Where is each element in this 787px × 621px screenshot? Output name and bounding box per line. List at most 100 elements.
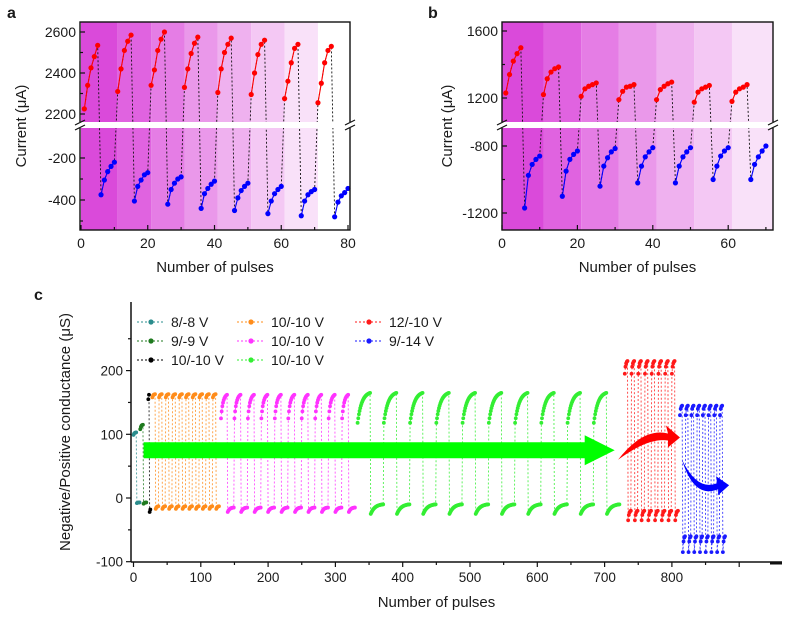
- data-point: [137, 500, 142, 505]
- legend-label: 8/-8 V: [171, 314, 209, 330]
- data-point: [408, 420, 413, 425]
- positive-data-point: [322, 60, 328, 66]
- data-point: [383, 409, 388, 413]
- positive-data-point: [695, 89, 701, 95]
- chart-b: 0 20 40 60 1200 1600 -1200 -800 Number of pulses…: [439, 21, 779, 276]
- data-point: [525, 390, 530, 395]
- data-point: [565, 420, 570, 425]
- positive-data-point: [292, 45, 298, 52]
- x-tick-label: 20: [140, 235, 156, 251]
- data-point: [446, 390, 451, 395]
- positive-data-point: [118, 66, 124, 72]
- negative-data-point: [312, 186, 318, 193]
- negative-data-point: [608, 149, 614, 155]
- negative-data-point: [302, 198, 308, 204]
- data-point: [659, 359, 664, 363]
- negative-data-point: [238, 187, 244, 194]
- negative-data-point: [687, 145, 694, 151]
- y-axis-title: Current (μA): [439, 85, 456, 168]
- data-point: [711, 534, 716, 539]
- panel-label-c: c: [34, 287, 43, 304]
- x-axis-title: Number of pulses: [156, 259, 274, 276]
- legend-item: 8/-8 V: [137, 314, 209, 330]
- positive-data-point: [706, 82, 712, 89]
- negative-data-point: [342, 190, 348, 196]
- data-point: [299, 505, 303, 510]
- data-point: [697, 403, 702, 408]
- data-point: [312, 505, 317, 510]
- negative-data-point: [650, 145, 656, 151]
- positive-data-point: [128, 32, 134, 38]
- data-point: [134, 430, 139, 435]
- data-point: [327, 409, 332, 414]
- data-point: [486, 502, 491, 507]
- data-point: [683, 413, 688, 418]
- data-point: [420, 390, 425, 395]
- data-point: [683, 534, 687, 539]
- legend-label: 9/-9 V: [171, 333, 209, 349]
- data-point: [721, 539, 726, 544]
- chart-c: 0 100 200 300 400 500 600 700 800 -100 0 100 200 Numb…: [57, 302, 782, 611]
- data-point: [278, 392, 283, 397]
- data-point: [694, 534, 699, 539]
- negative-data-point: [763, 143, 769, 149]
- negative-data-point: [525, 172, 531, 178]
- data-point: [394, 390, 399, 395]
- legend-marker-icon: [248, 357, 254, 363]
- negative-data-point: [138, 177, 144, 183]
- data-point: [723, 534, 727, 539]
- legend-item: 10/-10 V: [237, 333, 325, 349]
- positive-data-point: [657, 87, 663, 93]
- data-point: [623, 364, 628, 369]
- data-point: [565, 502, 569, 507]
- data-point: [163, 504, 168, 509]
- data-point: [353, 505, 357, 510]
- axis-break-mark: [496, 124, 508, 131]
- data-point: [680, 403, 685, 408]
- data-point: [643, 364, 648, 369]
- negative-data-point: [759, 148, 765, 154]
- data-point: [190, 504, 194, 509]
- data-point: [159, 392, 164, 397]
- positive-data-point: [503, 90, 509, 96]
- data-point: [698, 550, 702, 555]
- positive-data-point: [582, 86, 588, 92]
- data-point: [169, 504, 174, 509]
- data-point: [692, 550, 697, 555]
- positive-data-point: [215, 89, 221, 96]
- y-tick-label: 1200: [467, 90, 498, 106]
- data-point: [203, 504, 208, 509]
- positive-data-point: [540, 92, 547, 98]
- y-axis-title: Negative/Positive conductance (μS): [57, 313, 74, 551]
- data-point: [436, 409, 441, 413]
- data-point: [153, 392, 157, 397]
- positive-data-point: [258, 41, 264, 47]
- y-tick-label: 0: [115, 491, 123, 506]
- axis-break-mark: [74, 119, 86, 126]
- negative-data-point: [135, 183, 141, 189]
- series-dashed-line: [133, 431, 140, 504]
- data-point: [662, 508, 667, 513]
- negative-data-point: [241, 183, 248, 189]
- data-point: [340, 409, 345, 414]
- positive-data-point: [248, 91, 254, 98]
- negative-data-point: [755, 154, 761, 160]
- negative-data-point: [533, 156, 539, 162]
- data-point: [591, 420, 596, 425]
- positive-data-point: [261, 37, 268, 43]
- negative-data-point: [638, 163, 645, 169]
- data-point: [698, 539, 703, 544]
- data-point: [462, 412, 466, 417]
- data-point: [273, 409, 278, 414]
- data-point: [287, 409, 291, 414]
- legend-item: 12/-10 V: [355, 314, 443, 330]
- negative-data-point: [635, 180, 641, 186]
- negative-data-point: [171, 180, 178, 186]
- negative-data-point: [101, 177, 107, 183]
- data-point: [672, 359, 677, 363]
- data-point: [186, 392, 191, 397]
- negative-data-point: [335, 199, 341, 205]
- positive-data-point: [228, 35, 234, 41]
- y-tick-label: 2200: [45, 106, 76, 122]
- positive-data-point: [548, 69, 554, 75]
